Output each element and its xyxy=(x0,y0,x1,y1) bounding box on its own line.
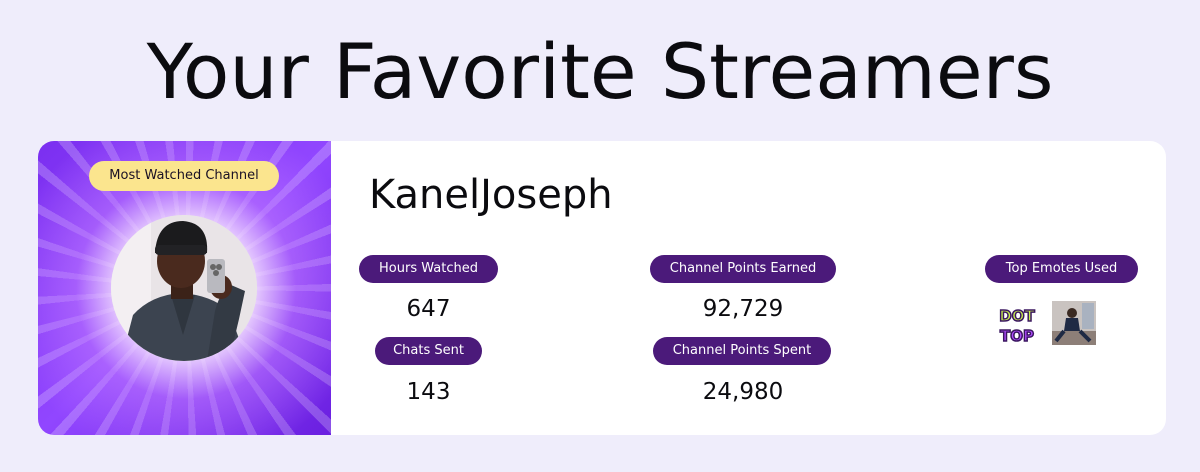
points-spent-value: 24,980 xyxy=(702,379,784,405)
emote-text-line1: DOT xyxy=(999,307,1035,325)
hours-watched-label: Hours Watched xyxy=(359,255,498,283)
points-earned-label: Channel Points Earned xyxy=(650,255,836,283)
hours-watched-value: 647 xyxy=(406,296,451,322)
streamer-card: Most Watched Channel xyxy=(38,141,1166,435)
emote-text-line2: TOP xyxy=(1000,327,1034,345)
page-title: Your Favorite Streamers xyxy=(146,27,1054,116)
avatar-image xyxy=(111,215,257,361)
hero-panel: Most Watched Channel xyxy=(38,141,331,435)
points-earned-value: 92,729 xyxy=(702,296,784,322)
points-spent-label: Channel Points Spent xyxy=(653,337,831,365)
top-emotes-label: Top Emotes Used xyxy=(985,255,1138,283)
photo-emote-icon[interactable] xyxy=(1052,301,1096,345)
most-watched-badge: Most Watched Channel xyxy=(89,161,279,191)
chats-sent-label: Chats Sent xyxy=(375,337,482,365)
chats-sent-value: 143 xyxy=(406,379,451,405)
avatar[interactable] xyxy=(111,215,257,361)
streamer-name[interactable]: KanelJoseph xyxy=(369,172,613,218)
dot-top-emote-icon[interactable]: DOT TOP xyxy=(995,301,1039,346)
